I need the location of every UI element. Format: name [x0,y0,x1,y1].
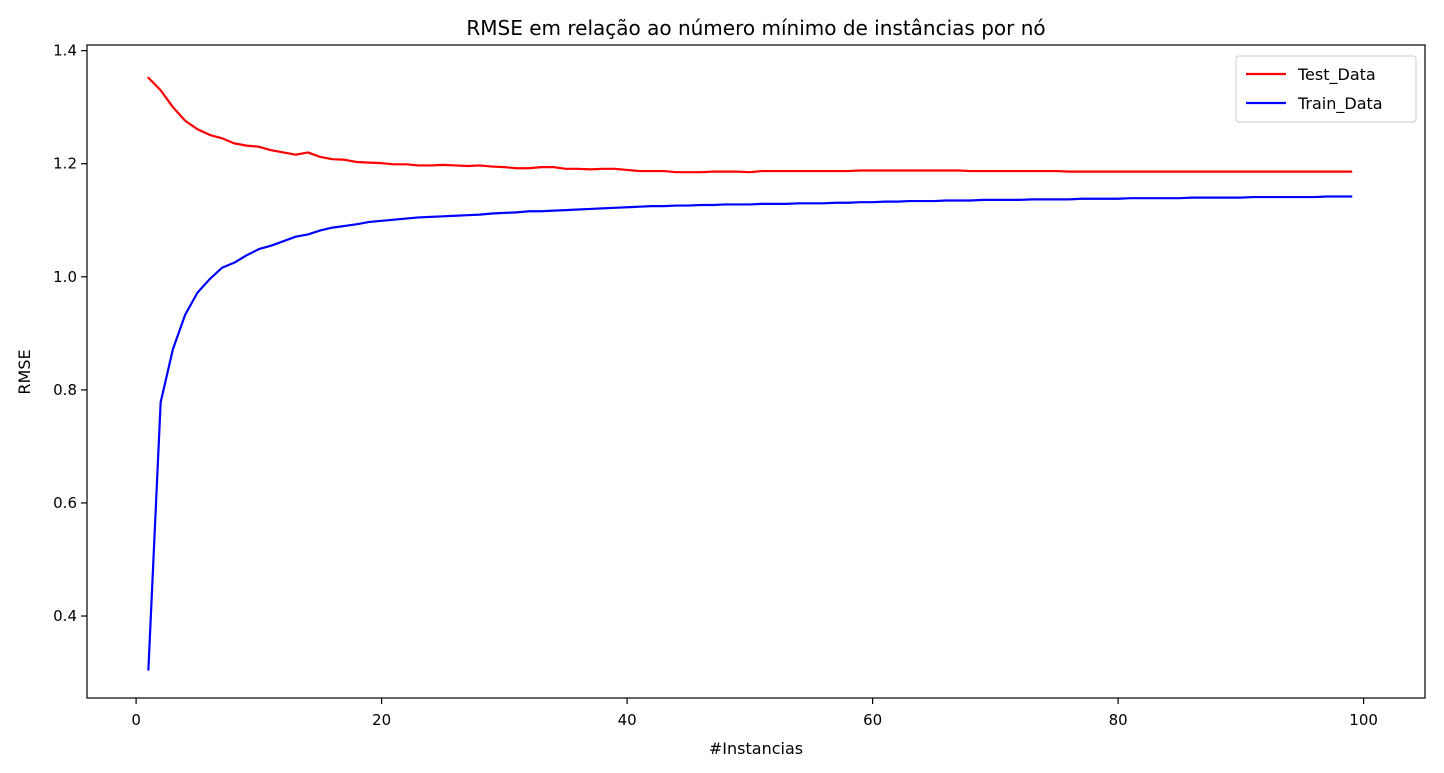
y-tick-label: 0.4 [53,607,77,625]
legend-box [1235,55,1417,123]
x-tick-label: 0 [131,711,141,729]
y-tick-label: 0.8 [53,381,77,399]
y-axis-label: RMSE [15,349,34,394]
x-tick-label: 60 [863,711,882,729]
y-tick-label: 1.4 [53,42,77,60]
y-tick-label: 1.2 [53,155,77,173]
series-line-test-data [147,76,1353,174]
x-axis-ticks: 0 20 40 60 80 100 [131,698,1378,729]
x-tick-label: 80 [1109,711,1128,729]
axes-frame [86,44,1426,699]
x-tick-label: 40 [618,711,637,729]
x-axis-label: #Instancias [709,739,803,758]
legend-label-train-data: Train_Data [1297,94,1383,114]
legend-label-test-data: Test_Data [1297,65,1376,85]
y-tick-label: 0.6 [53,494,77,512]
plot-area: 0 20 40 60 80 100 0.4 0.6 0.8 1.0 1.2 1.4 [53,42,1426,729]
series-layer [147,76,1353,671]
series-line-train-data [147,195,1353,671]
legend: Test_Data Train_Data [1235,55,1417,123]
x-tick-label: 20 [372,711,391,729]
y-tick-label: 1.0 [53,268,77,286]
chart-title: RMSE em relação ao número mínimo de inst… [466,16,1045,40]
y-axis-ticks: 0.4 0.6 0.8 1.0 1.2 1.4 [53,42,87,625]
x-tick-label: 100 [1349,711,1378,729]
